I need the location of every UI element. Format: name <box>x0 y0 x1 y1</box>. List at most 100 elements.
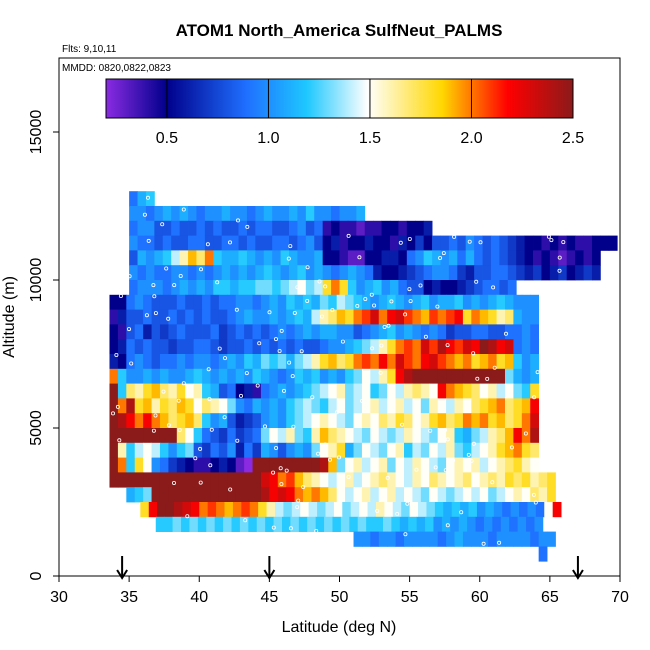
latitude-arrow <box>116 556 128 580</box>
observation-point <box>561 240 566 245</box>
heatmap-cell <box>336 413 346 429</box>
observation-point <box>145 452 150 457</box>
heatmap-cell <box>218 428 228 444</box>
heatmap-cell <box>331 280 340 296</box>
heatmap-cell <box>479 309 489 325</box>
heatmap-cell <box>361 531 371 547</box>
heatmap-cell <box>504 457 514 473</box>
heatmap-cell <box>547 531 556 547</box>
observation-point <box>443 427 448 432</box>
heatmap-cell <box>126 398 136 414</box>
heatmap-cell <box>171 250 181 266</box>
heatmap-cell <box>524 250 534 266</box>
heatmap-cell <box>488 472 497 488</box>
observation-point <box>433 465 438 470</box>
observation-point <box>284 468 289 473</box>
heatmap-cell <box>129 235 138 251</box>
heatmap-cell <box>235 428 245 444</box>
heatmap-cell <box>492 516 502 532</box>
heatmap-cell <box>395 294 405 310</box>
heatmap-cell <box>185 472 195 488</box>
heatmap-cell <box>538 487 548 503</box>
heatmap-cell <box>227 398 237 414</box>
heatmap-cell <box>336 442 346 458</box>
heatmap-cell <box>437 383 447 399</box>
heatmap-cell <box>235 309 245 325</box>
heatmap-cell <box>109 309 119 325</box>
heatmap-cell <box>238 265 248 281</box>
heatmap-cell <box>353 413 363 429</box>
observation-point <box>245 224 250 229</box>
heatmap-cell <box>336 457 346 473</box>
heatmap-cell <box>126 368 136 384</box>
heatmap-cell <box>530 428 540 444</box>
observation-point <box>317 279 322 284</box>
heatmap-cell <box>490 250 500 266</box>
heatmap-cells <box>109 191 618 562</box>
heatmap-cell <box>479 472 489 488</box>
heatmap-cell <box>516 265 526 281</box>
heatmap-cell <box>176 413 186 429</box>
heatmap-cell <box>246 220 256 236</box>
heatmap-cell <box>252 442 262 458</box>
heatmap-cell <box>294 339 304 355</box>
heatmap-cell <box>404 487 413 503</box>
heatmap-cell <box>429 531 439 547</box>
heatmap-cell <box>336 368 346 384</box>
heatmap-cell <box>145 206 155 222</box>
heatmap-cell <box>176 309 186 325</box>
heatmap-cell <box>558 265 568 281</box>
heatmap-cell <box>353 309 363 325</box>
heatmap-cell <box>488 413 497 429</box>
heatmap-cell <box>137 280 147 296</box>
observation-point <box>206 367 211 372</box>
heatmap-cell <box>496 457 506 473</box>
heatmap-cell <box>420 442 430 458</box>
observation-point <box>336 455 341 460</box>
heatmap-cell <box>249 502 259 518</box>
heatmap-cell <box>462 309 472 325</box>
heatmap-cell <box>252 487 262 503</box>
heatmap-cell <box>274 502 284 518</box>
heatmap-cell <box>359 502 368 518</box>
heatmap-cell <box>272 220 281 236</box>
heatmap-cell <box>353 383 363 399</box>
heatmap-cell <box>126 428 136 444</box>
observation-point <box>267 310 272 315</box>
heatmap-cell <box>143 413 152 429</box>
heatmap-cell <box>179 220 189 236</box>
heatmap-cell <box>151 368 161 384</box>
heatmap-cell <box>412 339 422 355</box>
heatmap-cell <box>527 502 537 518</box>
heatmap-cell <box>272 235 281 251</box>
observation-point <box>279 482 284 487</box>
heatmap-cell <box>429 472 439 488</box>
x-tick-label: 60 <box>471 589 489 606</box>
heatmap-cell <box>282 516 291 532</box>
heatmap-cell <box>255 220 265 236</box>
observation-point <box>288 244 293 249</box>
observation-point <box>386 323 391 328</box>
heatmap-cell <box>162 280 172 296</box>
heatmap-cell <box>213 206 223 222</box>
heatmap-cell <box>513 487 523 503</box>
heatmap-cell <box>336 354 346 370</box>
heatmap-cell <box>412 457 422 473</box>
observation-point <box>227 240 232 245</box>
heatmap-cell <box>230 206 239 222</box>
heatmap-cell <box>423 235 433 251</box>
heatmap-cell <box>319 428 329 444</box>
heatmap-cell <box>305 220 315 236</box>
observation-point <box>160 222 165 227</box>
heatmap-cell <box>252 354 262 370</box>
heatmap-cell <box>530 398 540 414</box>
heatmap-cell <box>462 368 472 384</box>
heatmap-cell <box>392 502 402 518</box>
observation-point <box>290 374 295 379</box>
heatmap-cell <box>566 250 576 266</box>
heatmap-cell <box>280 220 290 236</box>
heatmap-cell <box>277 368 287 384</box>
chart-title: ATOM1 North_America SulfNeut_PALMS <box>176 21 503 40</box>
observation-point <box>114 352 119 357</box>
heatmap-cell <box>185 354 195 370</box>
